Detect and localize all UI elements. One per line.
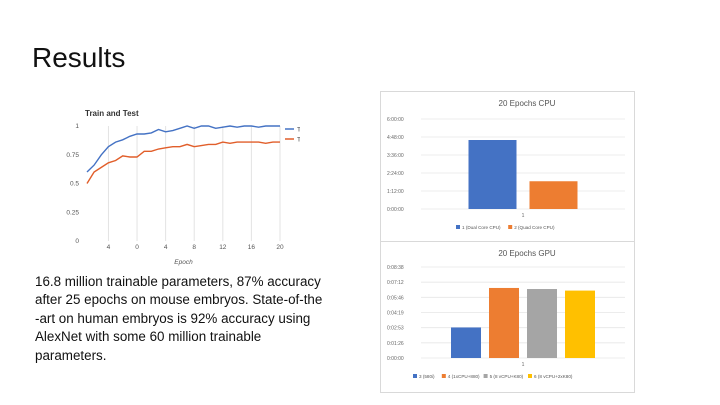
y-tick-label: 4:48:00 (387, 135, 404, 141)
y-tick-label: 0 (75, 238, 79, 245)
legend-swatch (441, 374, 446, 378)
chart-title: 20 Epochs GPU (498, 249, 556, 258)
y-tick-label: 1 (75, 123, 79, 130)
legend-swatch (508, 225, 513, 229)
train-test-chart: Train and Test 4 0 4 8 12 16 20 0 0.25 0.5 0.75 1 Epo… (60, 100, 300, 270)
legend-label: 5 (8 vCPU+K80) (490, 374, 524, 379)
y-tick-label: 0.25 (66, 209, 79, 216)
legend-label: 4 (1xCPU+880) (448, 374, 480, 379)
x-tick-label: 4 (107, 244, 111, 251)
series-line-train (86, 125, 280, 173)
legend-label: 6 (8 vCPU+2xK80) (534, 374, 573, 379)
bar-3 (527, 289, 557, 358)
y-tick-label: 6:00:00 (387, 117, 404, 123)
legend-label: 2 (Quad Core CPU) (514, 225, 555, 230)
legend-swatch (413, 374, 417, 378)
cpu-epochs-chart-svg: 20 Epochs CPU 0:00:00 1:12:00 2:24:00 3:36:0… (387, 99, 625, 230)
bar-2 (489, 287, 519, 358)
y-tick-label: 0:04:19 (387, 311, 404, 317)
y-tick-label: 2:24:00 (387, 171, 404, 177)
slide-title: Results (32, 42, 126, 73)
y-tick-label: 0:00:00 (387, 207, 404, 213)
x-tick-label: 16 (248, 244, 256, 251)
gpu-epochs-chart-svg: 20 Epochs GPU 0:00:00 0:01:26 0:02:53 0:04:1… (387, 249, 625, 379)
chart-title: 20 Epochs CPU (499, 99, 556, 108)
y-tick-label: 0.5 (70, 181, 79, 188)
y-tick-label: 1:12:00 (387, 189, 404, 195)
legend-swatch (456, 225, 460, 229)
x-tick-label: 12 (219, 244, 227, 251)
cpu-epochs-chart: 20 Epochs CPU 0:00:00 1:12:00 2:24:00 3:36:0… (380, 91, 635, 243)
x-tick-label: 4 (164, 244, 168, 251)
series-line-test (86, 141, 280, 184)
x-tick-label: 1 (522, 362, 525, 368)
bar-4 (565, 290, 595, 358)
bar-1 (451, 327, 481, 358)
legend-label: Test (297, 137, 300, 144)
y-tick-label: 0.75 (66, 152, 79, 159)
gpu-epochs-chart: 20 Epochs GPU 0:00:00 0:01:26 0:02:53 0:04:1… (380, 241, 635, 393)
y-tick-label: 0:05:46 (387, 295, 404, 301)
x-tick-label: 20 (276, 244, 284, 251)
y-tick-label: 0:07:12 (387, 280, 404, 286)
x-tick-label: 0 (135, 244, 139, 251)
y-tick-label: 0:02:53 (387, 326, 404, 332)
chart-title: Train and Test (85, 109, 139, 118)
train-test-chart-svg: Train and Test 4 0 4 8 12 16 20 0 0.25 0.5 0.75 1 Epo… (66, 109, 300, 266)
legend-label: 3 (580i) (419, 374, 435, 379)
y-tick-label: 0:08:38 (387, 265, 404, 271)
legend-label: Train (297, 127, 300, 134)
y-tick-label: 0:00:00 (387, 356, 404, 362)
bar-1 (468, 140, 517, 209)
x-tick-label: 1 (522, 213, 525, 219)
y-tick-label: 3:36:00 (387, 153, 404, 159)
y-tick-label: 0:01:26 (387, 341, 404, 347)
legend-swatch (483, 374, 488, 378)
results-caption: 16.8 million trainable parameters, 87% a… (35, 274, 323, 363)
bar-2 (529, 181, 578, 209)
legend-swatch (528, 374, 532, 378)
legend-label: 1 (Dual Core CPU) (462, 225, 501, 230)
x-tick-label: 8 (192, 244, 196, 251)
x-axis-label: Epoch (174, 259, 193, 266)
